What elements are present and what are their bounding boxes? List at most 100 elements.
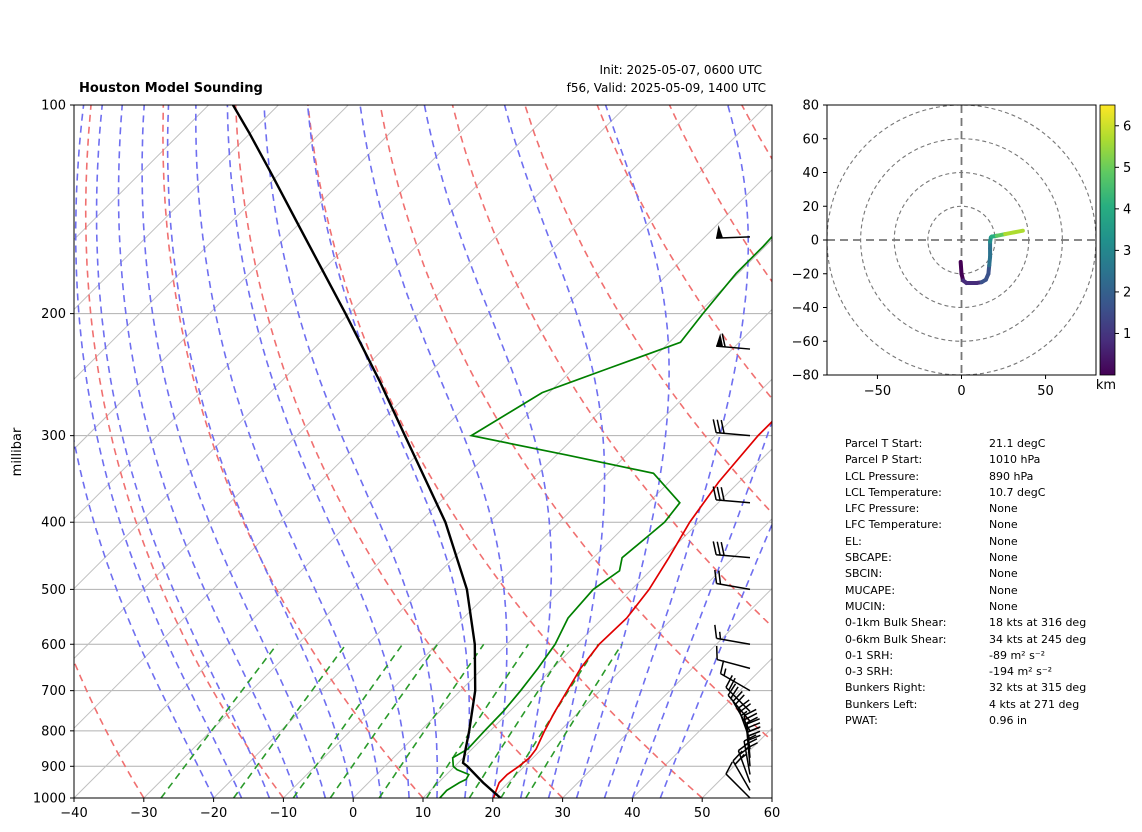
stat-label: LFC Pressure: [845,502,920,516]
x-tick-label: −20 [200,806,227,821]
sounding-parameters: Parcel T Start: 21.1 degC Parcel P Start: 1… [845,436,1086,729]
stat-label: 0-1 SRH: [845,648,894,662]
dry-adiabat [451,105,772,628]
moist-adiabat [117,105,299,798]
stat-label: 0-6km Bulk Shear: [845,632,947,646]
stat-row: SBCIN: None [845,566,1086,582]
stat-label: 0-3 SRH: [845,665,894,679]
hodo-y-tick-label: 40 [802,166,819,181]
stat-value: 890 hPa [989,469,1034,483]
wind-barb-shaft [732,701,751,732]
moist-adiabat [306,105,471,798]
stat-value: None [989,583,1018,597]
wind-barb-full [745,716,758,725]
hodo-y-tick-label: −40 [792,301,819,316]
wind-barb-shaft [725,773,751,799]
stat-value: None [989,567,1018,581]
stat-label: Bunkers Left: [845,697,918,711]
x-tick-label: 0 [349,806,357,821]
y-tick-label: 300 [41,429,66,444]
wind-barb-full [720,487,725,501]
hodo-y-tick-label: 80 [802,99,819,114]
wind-barb-flag [716,333,724,347]
stat-label: MUCAPE: [845,583,896,597]
hodo-y-tick-label: −60 [792,335,819,350]
stat-label: EL: [845,534,862,548]
wind-barb-full [716,419,721,434]
wind-barb-full [744,738,758,746]
wind-barb-shaft [716,553,751,559]
stat-label: Parcel P Start: [845,453,923,467]
stat-row: PWAT: 0.96 in [845,713,1086,729]
chart-subtitle-init: Init: 2025-05-07, 0600 UTC [599,63,762,77]
stat-label: LFC Temperature: [845,518,943,532]
isotherm-line [74,105,768,798]
parcel-path-line [231,105,502,798]
wind-barb-shaft [725,686,751,712]
dry-adiabat [379,105,772,742]
stat-row: LFC Pressure: None [845,501,1086,517]
stat-value: None [989,599,1018,613]
skewt-axis-ticks: −40 −30 −20 −10 0 10 20 30 40 50 60 1000 900 800 700 60… [33,99,780,822]
wind-barb-full [727,683,737,696]
wind-barb-full [712,541,717,555]
wind-barb-flag [716,224,724,239]
wind-barb-full [718,570,722,585]
wind-barb-full [721,333,726,348]
skewt-profiles [231,105,772,798]
colorbar-tick-label: 2 [1123,285,1131,300]
stat-label: SBCIN: [845,567,883,581]
stat-row: Bunkers Left: 4 kts at 271 deg [845,697,1086,713]
hodo-y-tick-label: −20 [792,267,819,282]
isotherm-line [74,105,419,450]
moist-adiabat [74,437,215,798]
wind-barb-full [720,419,725,434]
moist-adiabat [503,105,606,798]
y-tick-label: 400 [41,516,66,531]
y-tick-label: 900 [41,760,66,775]
stat-row: Bunkers Right: 32 kts at 315 deg [845,680,1086,696]
dry-adiabat [84,105,285,798]
dewpoint-line [439,235,772,798]
isotherm-line [74,105,628,660]
wind-barb-full [714,624,718,639]
stat-value: 10.7 degC [989,485,1046,499]
mixing-ratio-line [329,643,439,798]
wind-barb-full [743,708,757,717]
y-tick-label: 700 [41,684,66,699]
chart-subtitle-valid: f56, Valid: 2025-05-09, 1400 UTC [567,81,766,95]
wind-barb-full [746,718,760,725]
x-tick-label: 30 [554,806,571,821]
hodograph-rings [827,105,1096,375]
moist-adiabat [603,105,750,798]
moist-adiabat [226,105,410,798]
stat-label: PWAT: [845,714,878,728]
wind-barb-full [737,699,750,709]
hodo-y-tick-label: 60 [802,132,819,147]
stat-row: LFC Temperature: None [845,517,1086,533]
moist-adiabat [95,105,271,798]
mixing-ratio-line [378,643,485,798]
wind-barb-shaft [716,582,751,591]
wind-barb-full [747,726,761,733]
y-tick-label: 100 [41,99,66,114]
wind-barb-shaft [732,760,751,791]
stat-row: 0-6km Bulk Shear: 34 kts at 245 deg [845,632,1086,648]
hodo-x-tick-label: 0 [957,384,965,399]
stat-label: LCL Pressure: [845,469,920,483]
hodograph-trace [958,228,1025,286]
stat-value: 32 kts at 315 deg [989,681,1087,695]
isotherm-line [74,105,349,380]
stat-row: MUCAPE: None [845,583,1086,599]
moist-adiabat [263,105,439,798]
stat-label: MUCIN: [845,599,886,613]
colorbar-ticks: 1 2 3 4 5 6 [1115,119,1131,342]
x-tick-label: −10 [270,806,297,821]
moist-adiabat [359,105,508,798]
x-tick-label: 10 [415,806,432,821]
stat-value: 18 kts at 316 deg [989,616,1087,630]
wind-barb-half [747,732,756,737]
wind-barb-shaft [743,740,751,775]
moist-adiabat [423,105,553,798]
